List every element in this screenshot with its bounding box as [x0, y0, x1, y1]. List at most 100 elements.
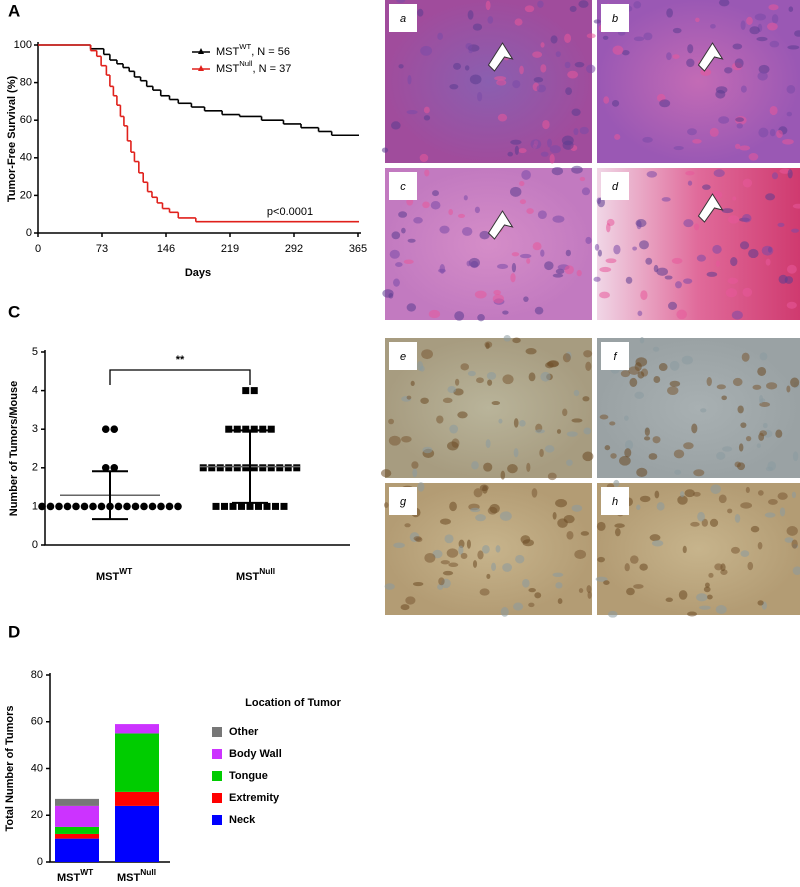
- cell: [683, 278, 693, 284]
- cell: [595, 576, 608, 582]
- cell: [482, 545, 490, 554]
- cell: [406, 395, 412, 400]
- cell: [491, 562, 497, 572]
- cell: [522, 578, 530, 588]
- cell: [457, 213, 466, 218]
- cell: [564, 265, 574, 275]
- cell: [716, 451, 726, 460]
- data-point: [276, 464, 284, 472]
- legend-entry-suffix: , N = 37: [252, 63, 291, 75]
- cell: [656, 502, 665, 511]
- y-axis-label: Total Number of Tumors: [4, 705, 16, 831]
- cell: [407, 238, 416, 243]
- cell: [748, 248, 759, 259]
- cell: [417, 8, 424, 17]
- annotation: **: [176, 354, 185, 366]
- cell: [535, 429, 545, 434]
- cell: [769, 40, 780, 48]
- cell: [468, 49, 473, 54]
- cell: [453, 62, 462, 70]
- cell: [621, 49, 630, 56]
- histology-image: d: [593, 168, 800, 320]
- cell: [645, 257, 653, 265]
- legend-swatch: [212, 749, 222, 759]
- cell: [420, 397, 429, 404]
- cell: [730, 257, 738, 267]
- cell: [728, 215, 740, 224]
- cell: [380, 469, 392, 478]
- cell: [791, 228, 800, 233]
- image-label: h: [612, 496, 618, 508]
- cell: [446, 441, 459, 451]
- cell: [687, 611, 697, 617]
- cell: [467, 10, 474, 20]
- cell: [792, 203, 800, 209]
- cell: [593, 19, 601, 24]
- cell: [619, 455, 631, 466]
- x-tick-label-main: MST: [236, 571, 260, 583]
- y-tick-label: 20: [31, 809, 43, 821]
- data-point: [63, 502, 72, 511]
- cell: [782, 138, 794, 145]
- cell: [564, 61, 571, 69]
- cell: [496, 79, 507, 86]
- cell: [549, 154, 555, 164]
- cell: [492, 294, 505, 304]
- legend-entry-suffix: , N = 56: [251, 46, 290, 58]
- cell: [778, 274, 788, 284]
- cell: [573, 389, 580, 397]
- data-point: [110, 425, 119, 434]
- y-tick-label: 80: [31, 669, 43, 681]
- cell: [652, 436, 661, 444]
- cell: [485, 0, 491, 11]
- y-axis-label: Tumor-Free Survival (%): [6, 76, 18, 203]
- cell: [610, 453, 617, 459]
- image-label: d: [612, 181, 619, 193]
- cell: [444, 534, 454, 544]
- cell: [465, 42, 473, 50]
- cell: [602, 35, 609, 40]
- image-label: b: [612, 13, 618, 25]
- cell: [485, 439, 491, 449]
- cell: [775, 429, 783, 438]
- cell: [474, 206, 481, 214]
- cell: [423, 106, 430, 114]
- cell: [513, 418, 519, 428]
- cell: [633, 1, 642, 9]
- cell: [682, 545, 687, 554]
- bar-segment: [55, 833, 99, 839]
- cell: [398, 64, 404, 69]
- cell: [648, 453, 658, 460]
- cell: [391, 231, 401, 240]
- data-point: [242, 387, 250, 395]
- cell: [437, 32, 443, 41]
- cell: [467, 370, 476, 377]
- cell: [446, 548, 459, 558]
- cell: [639, 240, 649, 250]
- cell: [605, 258, 617, 264]
- cell: [546, 360, 559, 368]
- cell: [498, 418, 503, 424]
- cell: [401, 227, 406, 234]
- cell: [756, 36, 768, 42]
- cell: [732, 377, 743, 387]
- cell: [752, 384, 762, 390]
- cell: [620, 370, 631, 378]
- cell: [555, 582, 563, 589]
- cell: [555, 499, 568, 508]
- bar-segment: [115, 805, 159, 862]
- data-point: [131, 502, 140, 511]
- cell: [403, 259, 414, 265]
- x-tick-label: 73: [96, 243, 108, 255]
- cell: [737, 462, 746, 471]
- image-label: a: [400, 13, 406, 25]
- cell: [382, 289, 394, 298]
- data-point: [250, 425, 258, 433]
- cell: [734, 513, 741, 523]
- x-tick-label-main: MST: [57, 872, 81, 884]
- cell: [594, 243, 600, 251]
- cell: [693, 223, 700, 231]
- cell: [537, 210, 547, 219]
- cell: [412, 581, 424, 587]
- image-label-box: [601, 4, 629, 32]
